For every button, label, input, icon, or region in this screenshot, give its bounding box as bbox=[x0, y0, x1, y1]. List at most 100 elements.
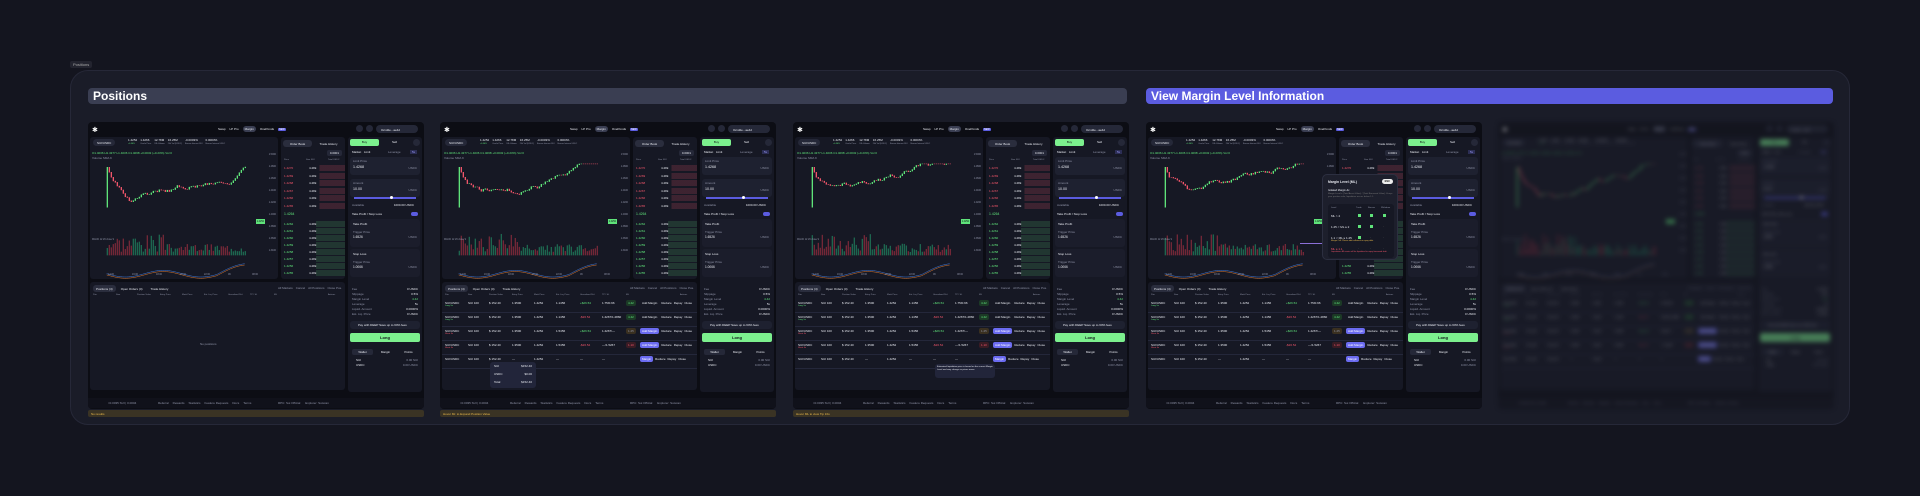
bid-price[interactable]: 1.4259 bbox=[989, 243, 999, 247]
positions-tab[interactable]: Trade History bbox=[1208, 286, 1227, 291]
row-action-reduce[interactable]: Reduce bbox=[1719, 343, 1730, 347]
positions-tab[interactable]: Open Orders (4) bbox=[472, 286, 495, 291]
tpsl-toggle[interactable] bbox=[1469, 211, 1476, 216]
positions-filter[interactable]: Cancel bbox=[295, 286, 306, 290]
row-action-close[interactable]: Close bbox=[678, 357, 686, 361]
bid-price[interactable]: 1.4255 bbox=[1694, 271, 1704, 275]
positions-tab[interactable]: Open Orders (4) bbox=[1530, 286, 1553, 291]
promo-banner[interactable]: Pay with DEEP Save up to 60% fees bbox=[1760, 321, 1830, 329]
add-margin-button[interactable]: Add Margin bbox=[642, 301, 658, 305]
positions-tab[interactable]: Trade History bbox=[855, 286, 874, 291]
positions-tab[interactable]: Trade History bbox=[1560, 286, 1579, 291]
row-action-repay[interactable]: Repay bbox=[1020, 357, 1030, 361]
wallet-button[interactable]: 0x1d2e...ae4d bbox=[1786, 125, 1828, 133]
row-action-close[interactable]: Close bbox=[1742, 315, 1751, 319]
row-action-close[interactable]: Close bbox=[1742, 329, 1751, 333]
promo-banner[interactable]: Pay with DEEP Save up to 60% fees bbox=[1408, 321, 1478, 329]
order-type-market[interactable]: Market bbox=[704, 150, 714, 154]
ask-price[interactable]: 1.4268 bbox=[989, 181, 999, 185]
bid-price[interactable]: 1.4255 bbox=[636, 271, 646, 275]
row-action-reduce[interactable]: Reduce bbox=[1014, 329, 1025, 333]
order-type-limit[interactable]: Limit bbox=[1422, 150, 1429, 154]
ask-price[interactable]: 1.4267 bbox=[1694, 188, 1704, 193]
positions-tab[interactable]: Positions (4) bbox=[1151, 285, 1174, 292]
nav-swap[interactable]: Swap bbox=[923, 127, 931, 131]
notifications-button[interactable] bbox=[708, 125, 715, 132]
bid-price[interactable]: 1.4255 bbox=[989, 271, 999, 275]
account-tab[interactable]: Points bbox=[1109, 350, 1118, 354]
positions-tab[interactable]: Trade History bbox=[502, 286, 521, 291]
bid-price[interactable]: 1.4262 bbox=[989, 222, 999, 226]
footer-link[interactable]: Referral bbox=[1568, 401, 1579, 405]
order-type-limit[interactable]: Limit bbox=[1774, 150, 1781, 154]
nav-margin[interactable]: Margin bbox=[242, 126, 256, 132]
modal-close-button[interactable]: ESC bbox=[1381, 179, 1393, 184]
add-margin-button[interactable]: Add Margin bbox=[993, 342, 1013, 348]
ask-price[interactable]: 1.4265 bbox=[636, 203, 646, 208]
buy-tab[interactable]: Buy bbox=[1408, 139, 1437, 146]
footer-link[interactable]: Rewards bbox=[877, 401, 890, 405]
account-tab[interactable]: Wallet bbox=[352, 349, 373, 355]
ask-price[interactable]: 1.4269 bbox=[636, 173, 646, 178]
account-tab[interactable]: Wallet bbox=[1410, 349, 1431, 355]
bid-price[interactable]: 1.4256 bbox=[989, 264, 999, 268]
long-button[interactable]: Long bbox=[1408, 333, 1478, 342]
footer-link[interactable]: Statistics bbox=[893, 401, 906, 405]
order-type-limit[interactable]: Limit bbox=[1069, 150, 1076, 154]
price-chart[interactable] bbox=[1500, 157, 1670, 282]
ask-price[interactable]: 1.4268 bbox=[1694, 181, 1704, 185]
amount-slider[interactable] bbox=[1412, 197, 1474, 199]
bid-price[interactable]: 1.4262 bbox=[636, 222, 646, 226]
ask-price[interactable]: 1.4270 bbox=[284, 166, 294, 170]
leverage-select[interactable]: 5x bbox=[762, 149, 770, 154]
add-margin-button[interactable]: Add Margin bbox=[1346, 328, 1366, 334]
row-action-repay[interactable]: Repay bbox=[1026, 329, 1036, 333]
pair-selector[interactable]: SUI/USDC bbox=[798, 139, 821, 146]
promo-banner[interactable]: Pay with DEEP Save up to 60% fees bbox=[1055, 321, 1125, 329]
limit-input[interactable]: Limit Price 1.4268 USDC bbox=[702, 157, 772, 175]
settings-button[interactable] bbox=[1776, 125, 1783, 132]
tab-trade-history[interactable]: Trade History bbox=[1729, 141, 1748, 146]
positions-filter[interactable]: Close Pos. bbox=[1032, 286, 1047, 290]
footer-link[interactable]: Statistics bbox=[1598, 401, 1611, 405]
order-settings-button[interactable] bbox=[1471, 139, 1478, 146]
trigger-value[interactable]: 1.6526 bbox=[1411, 235, 1421, 239]
add-margin-button[interactable]: Add Margin bbox=[1348, 315, 1364, 319]
nav-lp-pro[interactable]: LP Pro bbox=[229, 127, 239, 131]
promo-banner[interactable]: Pay with DEEP Save up to 60% fees bbox=[702, 321, 772, 329]
wallet-button[interactable]: 0x1d2e...ae4d bbox=[376, 125, 418, 133]
tick-size-select[interactable]: 0.0001 bbox=[1384, 150, 1400, 156]
positions-filter[interactable]: All Markets bbox=[629, 286, 645, 290]
order-type-limit[interactable]: Limit bbox=[716, 150, 723, 154]
positions-filter[interactable]: Cancel bbox=[1000, 286, 1011, 290]
tab-trade-history[interactable]: Trade History bbox=[1377, 141, 1396, 146]
account-tab[interactable]: Wallet bbox=[1057, 349, 1078, 355]
account-tab[interactable]: Points bbox=[1814, 350, 1823, 354]
positions-filter[interactable]: All Positions bbox=[308, 286, 325, 290]
trigger-value[interactable]: 1.6526 bbox=[705, 235, 715, 239]
sell-tab[interactable]: Sell bbox=[1449, 140, 1455, 144]
slider-handle[interactable] bbox=[742, 196, 745, 199]
amount-slider[interactable] bbox=[354, 197, 416, 199]
row-action-repay[interactable]: Repay bbox=[673, 315, 683, 319]
notifications-button[interactable] bbox=[1414, 125, 1421, 132]
bid-price[interactable]: 1.4261 bbox=[636, 229, 646, 233]
wallet-button[interactable]: 0x1d2e...ae4d bbox=[1434, 125, 1476, 133]
bid-price[interactable]: 1.4261 bbox=[1694, 229, 1704, 233]
bid-price[interactable]: 1.4261 bbox=[284, 229, 294, 233]
row-action-repay[interactable]: Repay bbox=[1026, 315, 1036, 319]
row-action-reduce[interactable]: Reduce bbox=[1014, 315, 1025, 319]
amount-slider[interactable] bbox=[1059, 197, 1121, 199]
positions-filter[interactable]: Cancel bbox=[1353, 286, 1364, 290]
bid-price[interactable]: 1.4261 bbox=[989, 229, 999, 233]
footer-link[interactable]: Docs bbox=[1642, 401, 1650, 405]
account-tab[interactable]: Wallet bbox=[1762, 349, 1783, 355]
positions-filter[interactable]: Close Pos. bbox=[327, 286, 342, 290]
ask-price[interactable]: 1.4265 bbox=[989, 203, 999, 208]
slider-handle[interactable] bbox=[390, 196, 393, 199]
nav-margin[interactable]: Margin bbox=[1652, 126, 1666, 132]
footer-link[interactable]: Feature Requests bbox=[909, 401, 934, 405]
slider-handle[interactable] bbox=[1800, 196, 1803, 199]
rpc-select[interactable]: RPC: Sui Official bbox=[630, 401, 653, 405]
trigger-value[interactable]: 1.0066 bbox=[705, 265, 715, 269]
